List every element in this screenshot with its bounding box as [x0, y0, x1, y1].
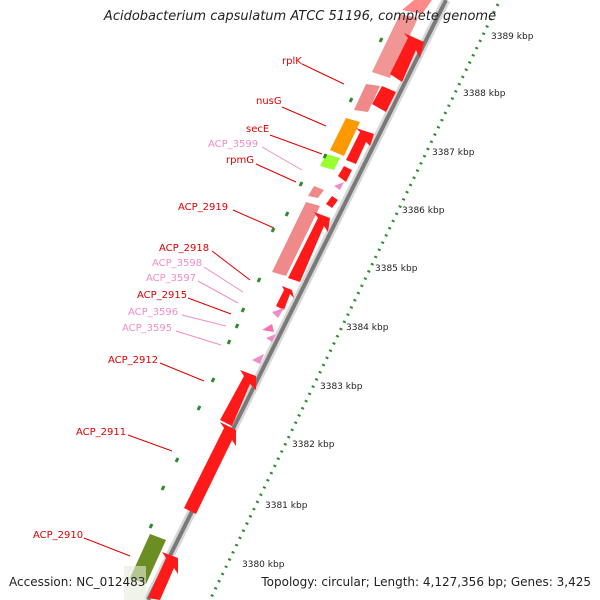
gene-label-ACP_2919: ACP_2919	[178, 202, 228, 213]
gene-nusG-arrow	[372, 86, 396, 112]
gene-ACP_2911-arrow	[184, 422, 236, 514]
gene-small-salmon	[308, 186, 324, 198]
gene-label-ACP_2911: ACP_2911	[76, 427, 126, 438]
gene-ACP_2919-block	[272, 202, 320, 276]
gene-label-rpmG: rpmG	[226, 155, 254, 166]
tick-label: 3389 kbp	[491, 32, 534, 42]
gene-ACP_2919-arrow	[288, 212, 330, 282]
tick-label: 3383 kbp	[320, 382, 363, 392]
gene-labels: rplK nusG secE ACP_3599 rpmG ACP_2919 AC…	[33, 56, 302, 541]
gene-label-ACP_2915: ACP_2915	[137, 290, 187, 301]
tick-label: 3386 kbp	[402, 206, 445, 216]
gene-nusG-block	[354, 84, 380, 112]
tick-label: 3387 kbp	[432, 148, 475, 158]
gene-top-b	[372, 14, 418, 78]
gene-label-nusG: nusG	[256, 96, 282, 107]
tick-track	[208, 3, 500, 600]
gene-label-ACP_3596: ACP_3596	[128, 307, 178, 318]
gene-label-rplK: rplK	[282, 56, 302, 67]
gene-red-arrow-1	[346, 128, 374, 164]
tick-label: 3382 kbp	[292, 440, 335, 450]
gene-ACP_3597	[262, 324, 274, 332]
gene-ACP_3595	[252, 354, 264, 364]
gene-label-ACP_3598: ACP_3598	[152, 258, 202, 269]
gene-label-ACP_2910: ACP_2910	[33, 530, 83, 541]
corner-fade	[124, 566, 146, 600]
gene-label-ACP_3597: ACP_3597	[146, 273, 196, 284]
topology-text: Topology: circular; Length: 4,127,356 bp…	[261, 575, 591, 589]
gene-ACP_3598	[272, 308, 284, 318]
gene-ACP_2912-arrow	[220, 370, 256, 426]
tick-label: 3385 kbp	[375, 264, 418, 274]
gene-ACP_3596	[266, 334, 276, 342]
gene-red-arrow-2	[338, 166, 352, 182]
gene-label-ACP_2918: ACP_2918	[159, 243, 209, 254]
gene-top-a	[402, 0, 432, 14]
gene-label-ACP_3595: ACP_3595	[122, 323, 172, 334]
gene-lime	[320, 154, 340, 170]
tick-label: 3380 kbp	[242, 560, 285, 570]
tick-label: 3384 kbp	[346, 323, 389, 333]
gene-label-ACP_3599: ACP_3599	[208, 139, 258, 150]
tick-label: 3388 kbp	[463, 89, 506, 99]
gene-label-ACP_2912: ACP_2912	[108, 355, 158, 366]
tick-label: 3381 kbp	[265, 501, 308, 511]
tick-labels: 3389 kbp 3388 kbp 3387 kbp 3386 kbp 3385…	[242, 32, 534, 570]
gene-rplK-arrow	[390, 33, 424, 82]
gene-secE-orange	[330, 118, 360, 156]
label-connectors	[83, 63, 345, 557]
gene-small-red	[326, 196, 338, 208]
gene-ACP_2918-arrow	[276, 286, 294, 310]
gene-label-secE: secE	[246, 124, 269, 135]
genes	[124, 0, 432, 600]
gene-pink-1	[334, 182, 344, 190]
accession-text: Accession: NC_012483	[9, 575, 146, 589]
map-title: Acidobacterium capsulatum ATCC 51196, co…	[103, 9, 497, 24]
gene-ACP_2910-arrow	[148, 552, 178, 600]
